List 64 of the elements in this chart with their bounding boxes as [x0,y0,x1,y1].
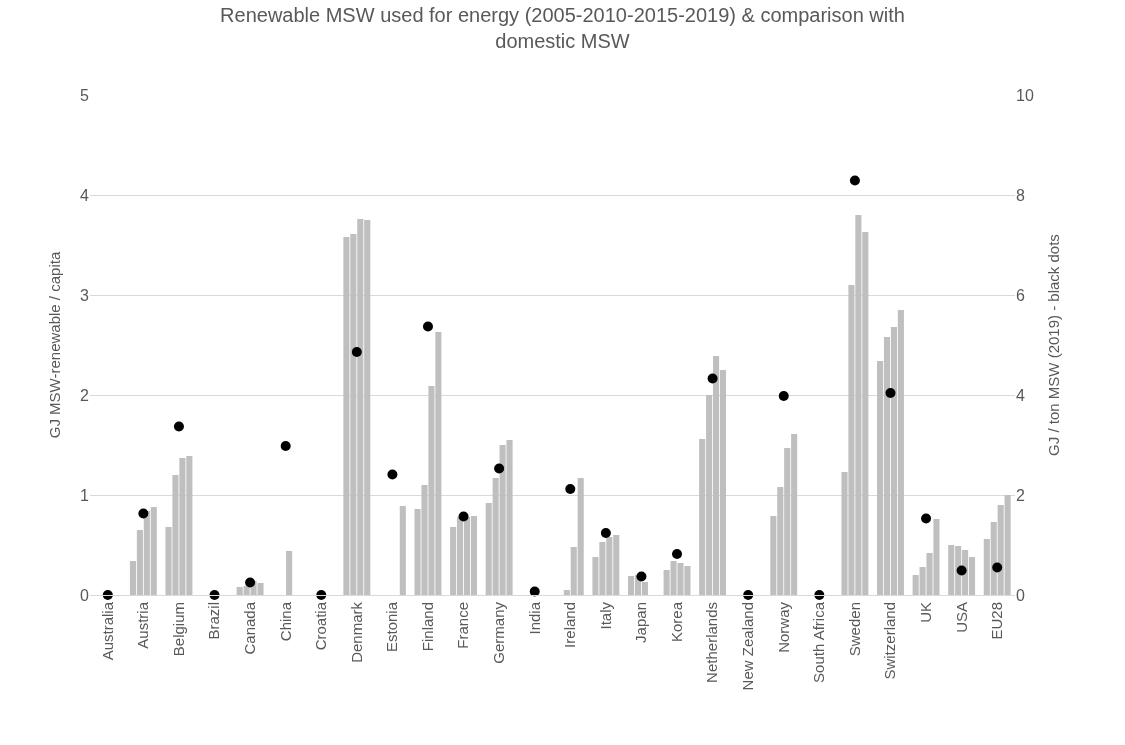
point [458,511,469,522]
point [138,508,149,519]
y2-tick-label: 8 [1016,186,1025,204]
y2-tick-label: 6 [1016,286,1025,304]
point [636,571,647,582]
x-tick-label: Estonia [383,601,401,653]
point [707,373,718,384]
x-tick-label: Netherlands [703,602,721,683]
x-tick-label: Belgium [169,602,187,657]
x-tick-label: Austria [134,601,152,649]
bar [399,506,406,595]
x-tick-label: Germany [490,601,508,664]
point [565,484,576,494]
y-tick-label: 0 [80,586,90,604]
point [778,391,789,401]
x-tick-label: Ireland [561,602,579,648]
y-axis-title: GJ MSW-renewable / capita [46,251,64,439]
x-tick-label: Finland [418,602,436,652]
x-tick-label: Korea [667,601,685,643]
y-tick-label: 5 [80,86,90,104]
x-tick-label: India [525,601,543,635]
point [387,469,398,480]
y2-tick-label: 0 [1016,586,1025,604]
point [672,549,683,559]
x-tick-label: South Africa [810,601,828,683]
x-tick-label: USA [952,602,970,633]
chart-title: Renewable MSW used for energy (2005-2010-2015-2019) & comparison with domestic MSW [220,4,905,53]
point [600,528,611,538]
x-tick-label: UK [916,602,934,623]
y2-tick-label: 2 [1016,486,1025,504]
bar [286,551,293,595]
y-tick-label: 4 [80,186,90,204]
y-tick-label: 3 [80,286,90,304]
point [280,441,291,451]
x-tick-label: New Zealand [739,602,757,691]
point [422,321,433,332]
x-tick-label: Japan [632,602,650,643]
point [494,463,505,474]
point [173,421,184,432]
x-tick-label: Italy [596,601,614,630]
y-tick-label: 2 [80,386,90,404]
x-tick-label: EU28 [988,602,1006,640]
x-tick-label: Australia [98,601,116,661]
point [885,388,896,398]
point [351,347,362,357]
y2-axis-title: GJ / ton MSW (2019) - black dots [1044,234,1062,456]
x-tick-label: France [454,602,472,649]
x-tick-label: Sweden [845,602,863,657]
point [921,513,932,524]
x-tick-label: Brazil [205,602,223,640]
x-tick-label: Croatia [312,601,330,651]
y2-tick-label: 4 [1016,386,1025,404]
x-tick-label: Canada [240,601,258,655]
point [956,565,967,576]
point [529,586,540,597]
x-tick-label: Switzerland [881,602,899,680]
y2-tick-label: 10 [1016,86,1034,104]
point [849,175,860,186]
x-tick-label: China [276,601,294,642]
x-tick-label: Norway [774,601,792,653]
x-tick-label: Denmark [347,601,365,663]
point [992,562,1003,573]
point [245,577,256,588]
y-tick-label: 1 [80,486,90,504]
